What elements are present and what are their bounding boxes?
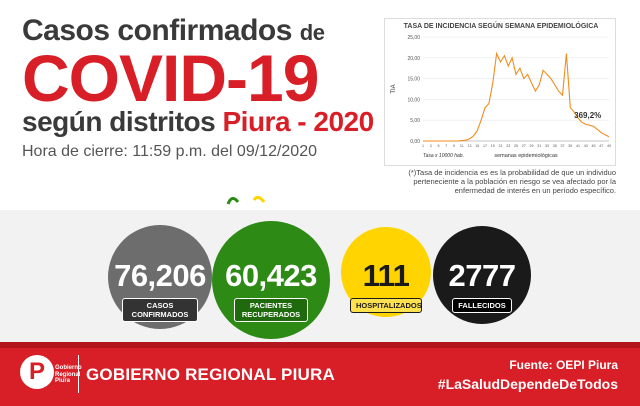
organization-name: GOBIERNO REGIONAL PIURA: [86, 365, 335, 384]
recovered-label: PACIENTES RECUPERADOS: [234, 298, 308, 322]
headline-distritos: según distritos Piura - 2020: [22, 106, 374, 138]
hospitalized-value: 111: [362, 258, 410, 293]
hospitalized-label-1: HOSPITALIZADOS: [356, 301, 422, 310]
series-line: [423, 51, 610, 142]
y-tick-label: 15,00: [407, 77, 420, 83]
recovered-label-2: RECUPERADOS: [241, 310, 301, 319]
x-tick-label: 23: [506, 144, 510, 148]
x-axis-label: semanas epidemiológicas: [494, 153, 558, 159]
headline-distritos-text: según distritos: [22, 106, 216, 137]
x-tick-label: 33: [545, 144, 549, 148]
logo-word-3: Piura: [55, 378, 71, 384]
x-tick-label: 17: [483, 144, 487, 148]
x-tick-label: 21: [499, 144, 503, 148]
confirmed-label: CASOS CONFIRMADOS: [122, 298, 198, 322]
x-tick-label: 15: [475, 144, 479, 148]
hashtag-text: #LaSaludDependeDeTodos: [437, 376, 618, 392]
x-note: Tasa x 10000 hab.: [423, 153, 464, 159]
headline-de-text: de: [299, 20, 325, 45]
x-tick-label: 37: [561, 144, 565, 148]
confirmed-label-2: CONFIRMADOS: [131, 310, 189, 319]
x-tick-label: 27: [522, 144, 526, 148]
decorative-shape-icon: [226, 195, 266, 205]
recovered-label-1: PACIENTES: [249, 301, 293, 310]
deaths-label-1: FALLECIDOS: [458, 301, 506, 310]
footer-bar: [0, 342, 640, 406]
deaths-value: 2777: [448, 258, 516, 293]
logo-wordmark: Gobierno Regional Piura: [55, 365, 82, 385]
footer-top-strip: [0, 342, 640, 348]
y-tick-label: 10,00: [407, 97, 420, 103]
growth-annotation: 369,2%: [574, 111, 601, 120]
y-axis-label: TIA: [391, 84, 397, 93]
headline-casos-text: Casos confirmados: [22, 14, 292, 47]
headline-piura-text: Piura - 2020: [222, 106, 374, 137]
logo-word-2: Regional: [55, 371, 81, 378]
chart-footnote: (*)Tasa de incidencia es es la probabili…: [408, 168, 616, 195]
x-tick-label: 11: [460, 144, 464, 148]
x-tick-label: 49: [607, 144, 611, 148]
source-text: Fuente: OEPI Piura: [509, 358, 618, 372]
x-tick-label: 35: [553, 144, 557, 148]
x-tick-label: 5: [438, 144, 440, 148]
headline-casos: Casos confirmados de: [22, 14, 325, 48]
x-tick-label: 9: [453, 144, 455, 148]
confirmed-value: 76,206: [114, 258, 206, 293]
x-tick-label: 7: [445, 144, 447, 148]
incidence-chart: TASA DE INCIDENCIA SEGÚN SEMANA EPIDEMIO…: [384, 18, 616, 166]
x-tick-label: 43: [584, 144, 588, 148]
logo-letter: P: [28, 358, 45, 385]
y-tick-label: 0,00: [410, 139, 420, 145]
x-tick-label: 25: [514, 144, 518, 148]
x-tick-label: 31: [537, 144, 541, 148]
x-tick-label: 39: [568, 144, 572, 148]
y-tick-label: 5,00: [410, 118, 420, 124]
recovered-value: 60,423: [225, 258, 317, 293]
x-tick-label: 45: [592, 144, 596, 148]
x-tick-label: 13: [468, 144, 472, 148]
x-tick-label: 47: [599, 144, 603, 148]
y-tick-label: 20,00: [407, 56, 420, 62]
logo-word-1: Gobierno: [55, 365, 82, 371]
footer-divider: [78, 355, 79, 393]
confirmed-label-1: CASOS: [146, 301, 174, 310]
chart-title: TASA DE INCIDENCIA SEGÚN SEMANA EPIDEMIO…: [403, 23, 599, 30]
x-tick-label: 29: [530, 144, 534, 148]
x-tick-label: 19: [491, 144, 495, 148]
x-tick-label: 41: [576, 144, 580, 148]
y-tick-label: 25,00: [407, 35, 420, 41]
deaths-label: FALLECIDOS: [452, 298, 512, 313]
gobierno-logo-icon: P: [20, 355, 54, 389]
headline-covid: COVID-19: [22, 41, 319, 115]
hospitalized-label: HOSPITALIZADOS: [350, 298, 422, 313]
x-tick-label: 1: [422, 144, 424, 148]
x-tick-label: 3: [430, 144, 432, 148]
closing-time: Hora de cierre: 11:59 p.m. del 09/12/202…: [22, 143, 317, 160]
